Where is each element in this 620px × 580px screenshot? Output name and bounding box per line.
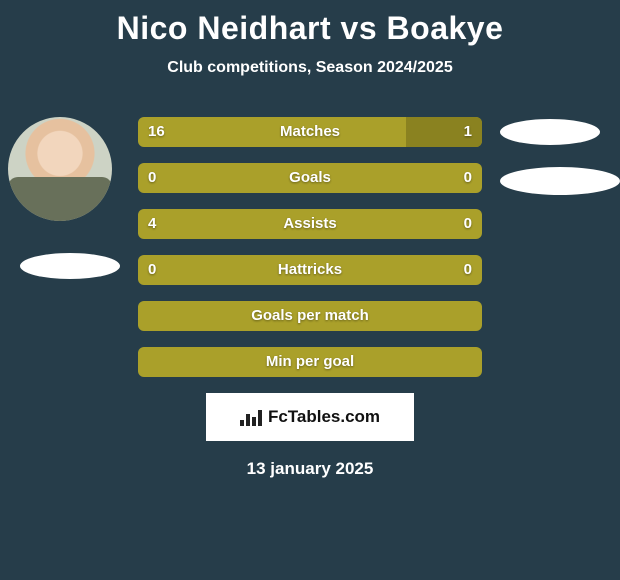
stat-value-right: 0 bbox=[464, 255, 472, 285]
stat-label: Matches bbox=[138, 117, 482, 147]
stat-value-left: 0 bbox=[148, 255, 156, 285]
stat-label: Hattricks bbox=[138, 255, 482, 285]
player-right-avatar-pill bbox=[500, 119, 600, 145]
chart-icon bbox=[240, 408, 262, 426]
stat-label: Goals bbox=[138, 163, 482, 193]
source-logo-text: FcTables.com bbox=[268, 407, 380, 427]
stat-value-left: 16 bbox=[148, 117, 165, 147]
stat-bar: Goals per match bbox=[138, 301, 482, 331]
stat-value-left: 4 bbox=[148, 209, 156, 239]
stat-value-right: 0 bbox=[464, 209, 472, 239]
page-title: Nico Neidhart vs Boakye bbox=[0, 0, 620, 47]
stat-bar: Goals0 0 bbox=[138, 163, 482, 193]
comparison-panel: Matches161Goals00Assists40Hattricks00Goa… bbox=[0, 117, 620, 377]
player-right-name-pill bbox=[500, 167, 620, 195]
subtitle: Club competitions, Season 2024/2025 bbox=[0, 59, 620, 77]
stat-bar: Matches16 1 bbox=[138, 117, 482, 147]
stat-bar: Assists4 0 bbox=[138, 209, 482, 239]
player-left-avatar bbox=[8, 117, 112, 221]
stat-value-right: 1 bbox=[464, 117, 472, 147]
stat-value-right: 0 bbox=[464, 163, 472, 193]
player-left-name-pill bbox=[20, 253, 120, 279]
stat-bar: Min per goal bbox=[138, 347, 482, 377]
stat-bars: Matches161Goals00Assists40Hattricks00Goa… bbox=[138, 117, 482, 377]
stat-label: Goals per match bbox=[138, 301, 482, 331]
stat-value-left: 0 bbox=[148, 163, 156, 193]
stat-label: Assists bbox=[138, 209, 482, 239]
stat-bar: Hattricks0 0 bbox=[138, 255, 482, 285]
stat-label: Min per goal bbox=[138, 347, 482, 377]
date-label: 13 january 2025 bbox=[0, 459, 620, 479]
source-logo: FcTables.com bbox=[206, 393, 414, 441]
